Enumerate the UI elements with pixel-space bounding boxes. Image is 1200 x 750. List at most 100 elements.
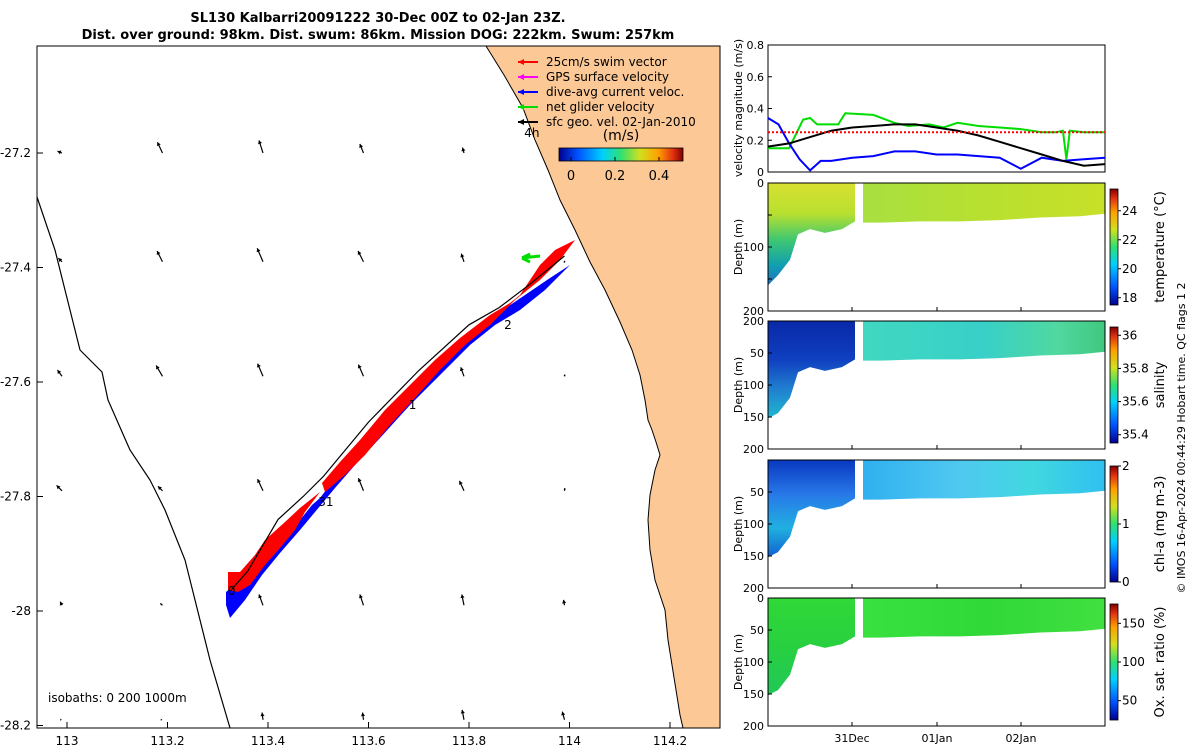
colorbar-label: salinity [1153,361,1168,408]
map-x-tick-label: 113.2 [150,734,184,748]
geo-vector-head [57,150,62,155]
legend-arrowhead [518,119,524,125]
track-annotation: 0 [228,584,236,598]
map-x-tick-label: 114 [558,734,581,748]
depth-tick-label: 100 [743,379,764,392]
map-y-tick-label: -27.8 [0,490,31,504]
colorbar-tick-label: 22 [1122,233,1137,247]
colorbar-label: temperature (°C) [1153,191,1168,303]
depth-axis-label: Depth (m) [732,219,745,275]
legend-label: 25cm/s swim vector [546,55,667,69]
section-panel-salinity: 200 50 100 150 200 Depth (m) 35.4 35.6 35.8 36 sal… [732,315,1168,456]
depth-axis-label: Depth (m) [732,357,745,413]
velocity-y-tick-label: 0.8 [747,39,765,52]
legend-arrowhead [518,74,524,80]
depth-axis-label: Depth (m) [732,634,745,690]
colorbar-tick-label: 18 [1122,291,1137,305]
map-colorbar [558,147,684,162]
geo-vector-head [160,603,163,606]
geo-vector-head [460,709,465,714]
legend-label: net glider velocity [546,100,654,114]
isobath-1000m [36,196,231,729]
velocity-series [767,112,1106,172]
section-profile-deep [768,183,855,286]
section-colorbar [1109,326,1119,444]
map-y-tick-label: -27.6 [0,375,31,389]
map-x-tick-label: 113.6 [351,734,385,748]
title-line-2: Dist. over ground: 98km. Dist. swum: 86k… [82,28,675,43]
geo-vector-head [460,594,465,599]
section-profile-shallow [863,460,1105,500]
section-colorbar [1109,188,1119,306]
geo-vector-head [459,480,463,485]
day-tick-label: 02Jan [1006,732,1037,745]
velocity-y-tick-label: 0.2 [747,134,765,147]
day-tick-label: 31Dec [834,732,869,745]
section-panel-oxygen-saturation: 0 50 100 150 200 Depth (m) 50 100 150 Ox. sat. ra… [732,592,1168,733]
velocity-panel: 0 0.2 0.4 0.6 0.8 velocity magnitude (m/s) [732,39,1106,179]
geo-vector-head [460,253,465,258]
velocity-ylabel: velocity magnitude (m/s) [732,39,745,177]
colorbar-tick-label: 35.6 [1122,395,1149,409]
depth-tick-label: 150 [743,411,764,424]
geo-vector-head [561,711,566,716]
imos-credit: © IMOS 16-Apr-2024 00:44:29 Hobart time.… [1175,283,1188,594]
geo-vector-head [563,488,566,490]
geo-vector-head [357,364,362,369]
geo-vector-head [357,478,362,483]
day-tick-label: 01Jan [922,732,953,745]
colorbar-label: Ox. sat. ratio (%) [1153,607,1168,718]
depth-tick-label: 50 [750,347,764,360]
geo-vector-head [360,712,366,717]
depth-tick-label: 200 [743,582,764,595]
geo-vector-head [563,374,566,377]
section-profile-shallow [863,321,1105,361]
geo-vector-head [60,718,62,721]
depth-tick-label: 200 [743,720,764,733]
colorbar-tick-label: 2 [1122,459,1130,473]
depth-tick-label: 100 [743,656,764,669]
map-panel: 113 113.2 113.4 113.6 113.8 114 114.2 -27.2 -27.… [0,45,721,748]
section-profile-shallow [863,598,1105,638]
section-profile-deep [768,460,855,558]
colorbar-tick-label: 50 [1122,694,1137,708]
velocity-frame [767,44,1106,173]
map-x-tick-label: 113.8 [452,734,486,748]
geo-vector-head [256,248,261,253]
colorbar-tick-label: 150 [1122,616,1145,630]
geo-vector-head [156,365,160,370]
map-y-tick-label: -27.4 [0,261,31,275]
net-velocity-marker [521,252,541,264]
velocity-y-tick-label: 0.4 [747,103,765,116]
legend-label: sfc geo. vel. 02-Jan-2010 [546,115,696,129]
section-profile-shallow [863,183,1105,223]
colorbar-tick-label: 20 [1122,262,1137,276]
track-line [229,255,565,592]
colorbar-tick-label: 0 [1122,575,1130,589]
geo-vector-head [156,250,161,255]
geo-vector-head [359,594,363,599]
title-line-1: SL130 Kalbarri20091222 30-Dec 00Z to 02-… [190,11,565,26]
geo-vector-head [258,594,263,599]
colorbar-tick-label: 0.4 [649,169,670,184]
track-annotation: 31 [318,495,333,509]
map-y-tick-label: -28 [11,604,31,618]
colorbar-tick-label: 1 [1122,517,1130,531]
depth-axis-label: Depth (m) [732,496,745,552]
section-profile-deep [768,598,855,696]
track-annotations: 4h 2 1 31 0 [228,126,540,598]
legend-label: GPS surface velocity [546,70,669,84]
depth-tick-label: 50 [750,624,764,637]
depth-tick-label: 150 [743,688,764,701]
geo-vector-head [359,144,364,148]
legend-label: dive-avg current veloc. [546,85,684,99]
isobath-note: isobaths: 0 200 1000m [48,691,187,705]
colorbar-tick-label: 24 [1122,204,1137,218]
depth-tick-label: 0 [757,592,764,605]
colorbar-tick-label: 35.8 [1122,361,1149,375]
geo-vector-head [461,147,466,152]
land-mass [485,45,721,729]
